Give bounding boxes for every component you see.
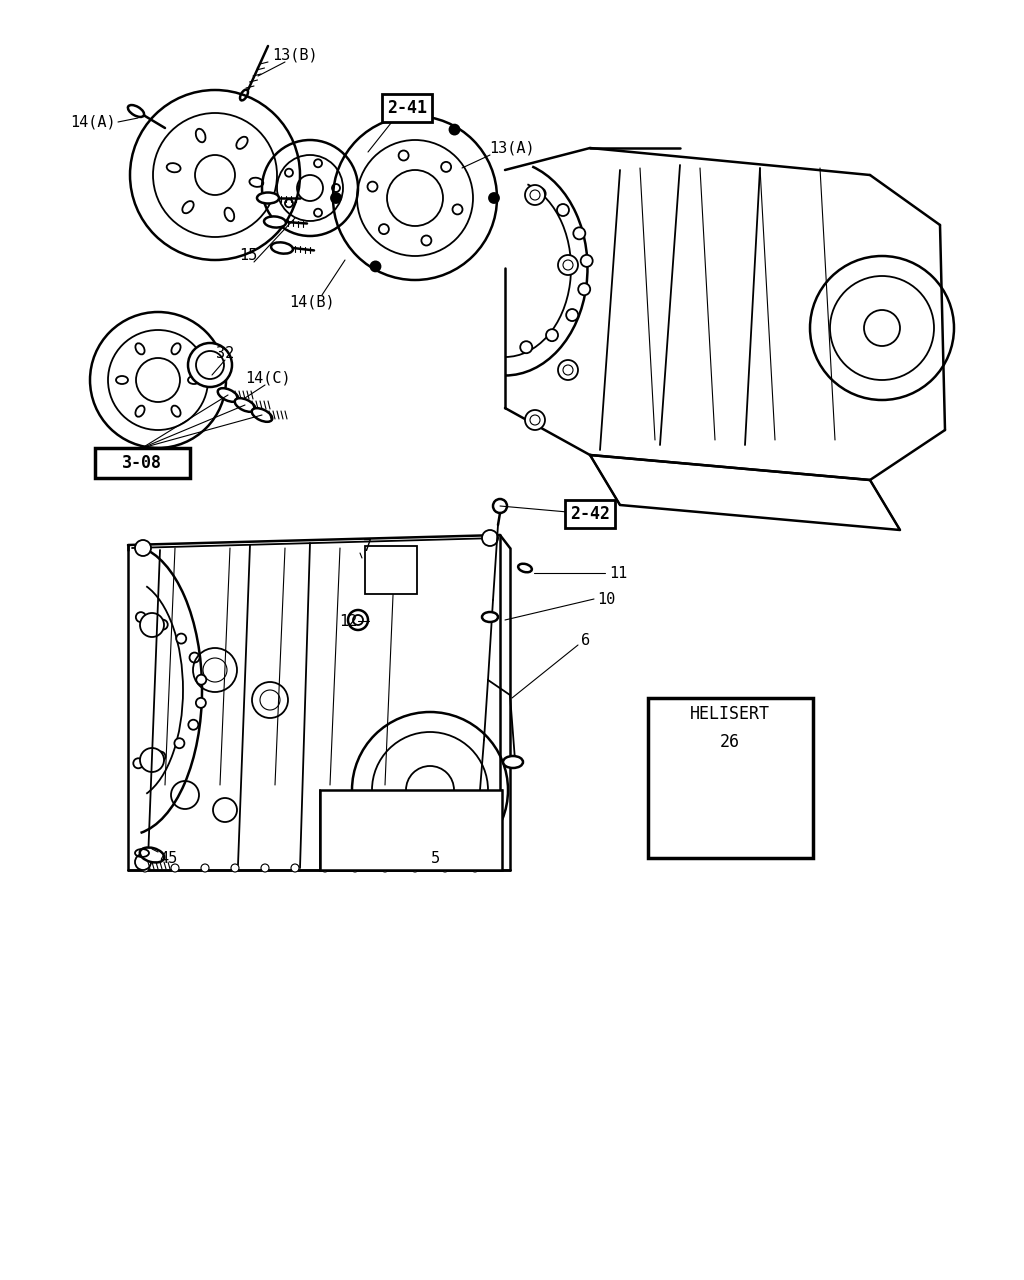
Circle shape (351, 864, 359, 872)
Circle shape (566, 308, 579, 321)
Circle shape (546, 329, 558, 342)
Text: 5: 5 (430, 850, 439, 865)
Ellipse shape (518, 563, 531, 572)
Circle shape (188, 343, 232, 387)
Ellipse shape (218, 388, 239, 402)
Text: 14(C): 14(C) (245, 370, 291, 385)
Ellipse shape (271, 242, 293, 253)
Circle shape (471, 864, 479, 872)
Circle shape (196, 698, 206, 708)
Circle shape (174, 739, 184, 749)
Circle shape (201, 864, 209, 872)
Circle shape (189, 653, 200, 663)
Circle shape (136, 612, 145, 622)
Circle shape (525, 186, 545, 205)
Circle shape (381, 864, 389, 872)
Circle shape (441, 864, 449, 872)
Text: 14(A): 14(A) (71, 114, 116, 129)
Circle shape (291, 864, 299, 872)
Circle shape (331, 193, 341, 204)
Circle shape (450, 124, 460, 134)
Circle shape (371, 261, 381, 271)
Circle shape (557, 204, 569, 216)
Circle shape (321, 864, 329, 872)
Circle shape (525, 410, 545, 430)
Text: 11: 11 (609, 566, 627, 581)
Circle shape (156, 751, 166, 762)
Circle shape (558, 255, 578, 275)
Ellipse shape (264, 216, 286, 228)
Circle shape (579, 283, 590, 296)
Circle shape (188, 719, 199, 730)
Text: 2-41: 2-41 (387, 99, 427, 116)
Ellipse shape (234, 398, 255, 412)
Circle shape (482, 530, 498, 547)
Text: 13(B): 13(B) (272, 47, 317, 63)
Circle shape (411, 864, 419, 872)
Circle shape (231, 864, 239, 872)
Circle shape (348, 611, 368, 630)
Circle shape (135, 540, 151, 556)
Bar (95, 448, 190, 477)
Circle shape (133, 758, 143, 768)
Circle shape (171, 864, 179, 872)
Text: 6: 6 (582, 632, 591, 648)
Circle shape (573, 228, 586, 239)
Circle shape (489, 193, 499, 204)
Text: 10: 10 (597, 591, 615, 607)
Text: 45: 45 (159, 850, 177, 865)
Circle shape (135, 854, 151, 870)
Text: 26: 26 (720, 733, 740, 751)
Bar (648, 698, 813, 858)
Circle shape (558, 360, 578, 380)
Ellipse shape (257, 192, 279, 204)
Text: 2-42: 2-42 (570, 506, 610, 524)
Circle shape (493, 499, 507, 513)
Circle shape (197, 675, 206, 685)
Ellipse shape (252, 408, 272, 422)
Text: 12: 12 (339, 613, 357, 628)
Circle shape (520, 342, 532, 353)
Circle shape (534, 188, 546, 200)
Circle shape (482, 854, 498, 870)
Bar (365, 547, 417, 594)
Circle shape (158, 620, 168, 630)
Text: 3-08: 3-08 (122, 454, 162, 472)
Text: 13(A): 13(A) (489, 141, 535, 155)
Ellipse shape (140, 847, 164, 863)
Circle shape (140, 748, 164, 772)
Circle shape (140, 613, 164, 637)
Text: 7: 7 (364, 539, 373, 553)
Text: HELISERT: HELISERT (690, 705, 770, 723)
Circle shape (581, 255, 593, 266)
Circle shape (141, 864, 150, 872)
Circle shape (261, 864, 269, 872)
Text: 32: 32 (216, 346, 234, 361)
Bar (321, 790, 502, 870)
Text: 14(B): 14(B) (289, 294, 335, 310)
Ellipse shape (128, 105, 144, 116)
Circle shape (176, 634, 186, 644)
Text: 15: 15 (239, 247, 257, 262)
Ellipse shape (482, 612, 498, 622)
Ellipse shape (503, 756, 523, 768)
